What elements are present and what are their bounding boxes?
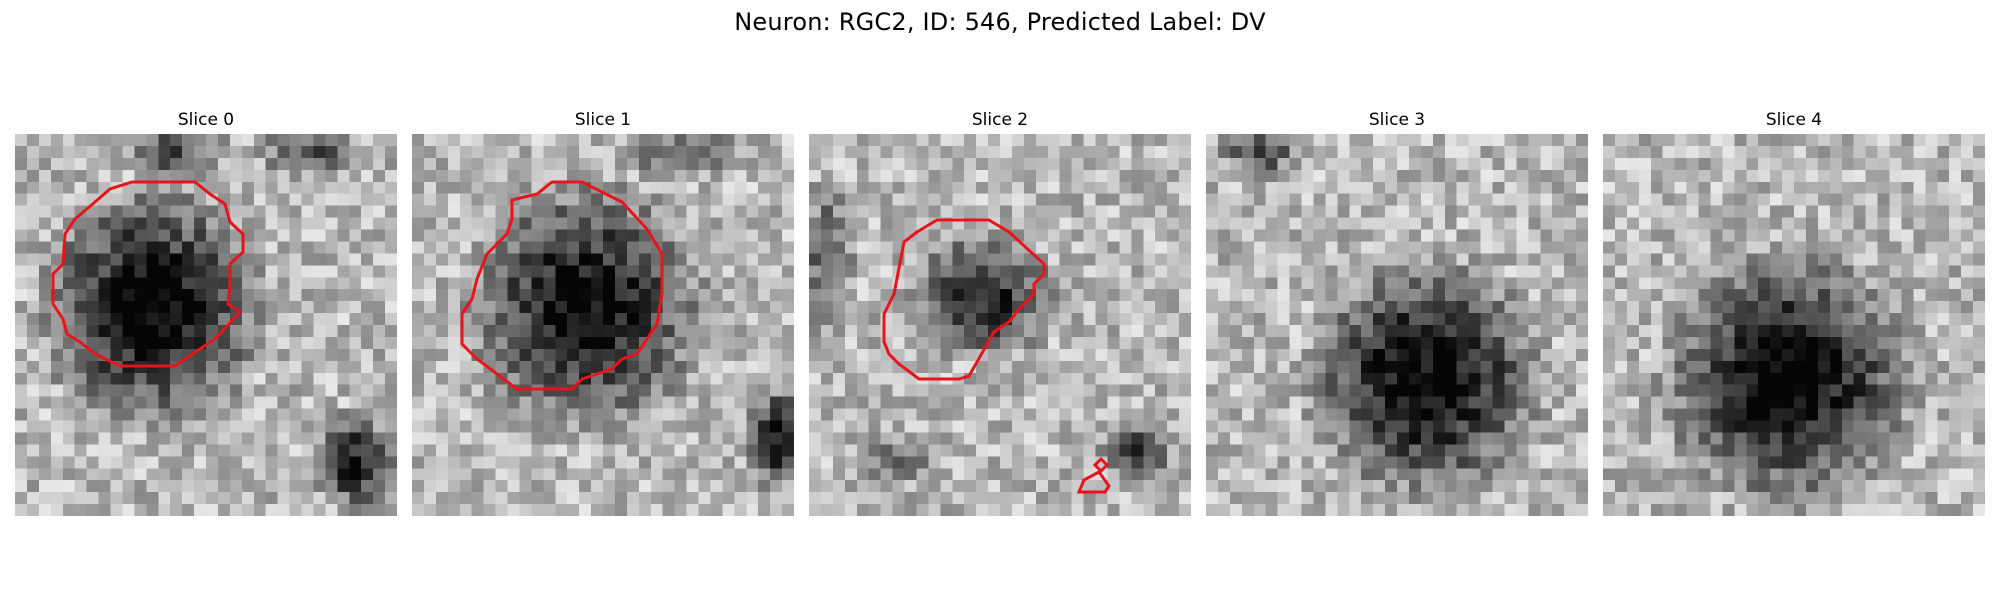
slice-panel-4: Slice 4 — [1603, 108, 1985, 516]
slice-image-0 — [15, 134, 397, 516]
figure-title: Neuron: RGC2, ID: 546, Predicted Label: … — [734, 8, 1266, 36]
slice-image-2 — [809, 134, 1191, 516]
slice-panel-1: Slice 1 — [412, 108, 794, 516]
microscopy-slice-0 — [15, 134, 397, 516]
microscopy-slice-4 — [1603, 134, 1985, 516]
slice-title-3: Slice 3 — [1368, 110, 1426, 130]
slice-title-0: Slice 0 — [177, 110, 235, 130]
slice-panel-2: Slice 2 — [809, 108, 1191, 516]
cell-contour-2-small — [1076, 470, 1111, 494]
cell-contour-1 — [460, 180, 664, 391]
slice-image-3 — [1206, 134, 1588, 516]
cell-contour-2 — [882, 218, 1046, 381]
microscopy-slice-2 — [809, 134, 1191, 516]
microscopy-slice-1 — [412, 134, 794, 516]
microscopy-slice-3 — [1206, 134, 1588, 516]
cell-contour-2-dot — [1092, 456, 1110, 474]
contour-overlay-2 — [882, 218, 1111, 494]
slice-title-4: Slice 4 — [1765, 110, 1823, 130]
cell-contour-0 — [51, 180, 245, 368]
contour-overlay-0 — [51, 180, 245, 368]
slice-panel-3: Slice 3 — [1206, 108, 1588, 516]
contour-overlay-1 — [460, 180, 664, 391]
slice-panel-0: Slice 0 — [15, 108, 397, 516]
slice-image-4 — [1603, 134, 1985, 516]
slice-title-2: Slice 2 — [971, 110, 1029, 130]
slice-image-1 — [412, 134, 794, 516]
slice-title-1: Slice 1 — [574, 110, 632, 130]
